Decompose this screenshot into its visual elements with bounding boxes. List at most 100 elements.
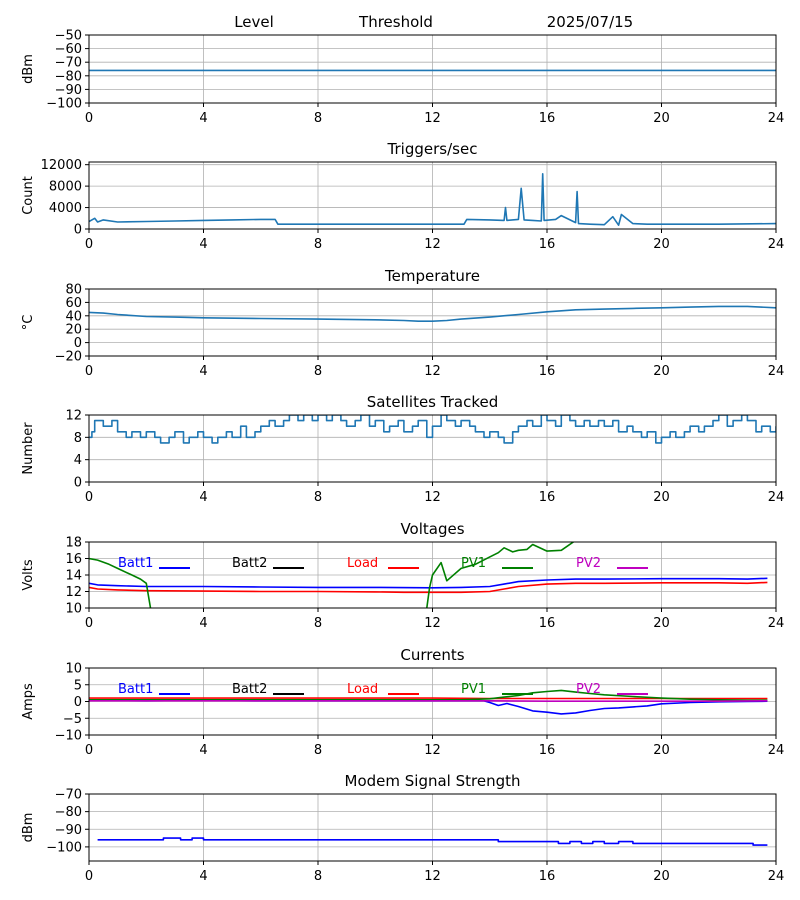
y-tick-label: −70 (55, 56, 82, 71)
y-axis-label: Number (21, 422, 36, 475)
x-tick-label: 16 (539, 364, 556, 379)
x-tick-label: 12 (424, 364, 441, 379)
header-level-label: Level (234, 13, 274, 31)
y-tick-label: 12 (65, 409, 82, 424)
series-line-main (89, 173, 776, 226)
x-tick-label: 20 (653, 237, 670, 252)
y-tick-label: 10 (65, 662, 82, 677)
x-tick-label: 0 (85, 111, 93, 126)
chart-title: Satellites Tracked (367, 393, 498, 411)
x-tick-label: 12 (424, 237, 441, 252)
chart-title: Modem Signal Strength (345, 772, 521, 790)
x-tick-label: 24 (768, 490, 785, 505)
y-tick-label: 12 (65, 585, 82, 600)
x-tick-label: 16 (539, 616, 556, 631)
chart-title: Temperature (384, 267, 480, 285)
x-tick-label: 20 (653, 869, 670, 884)
legend-label: PV2 (576, 556, 601, 571)
y-tick-label: −100 (46, 840, 82, 855)
y-tick-label: −90 (55, 83, 82, 98)
x-tick-label: 0 (85, 490, 93, 505)
chart-title: Voltages (400, 520, 464, 538)
chart-panel-2: 0 4 8 12 16 20 24 0 4000 8000 12000 Count Triggers/s… (21, 140, 784, 252)
x-tick-label: 8 (314, 490, 322, 505)
x-tick-label: 12 (424, 111, 441, 126)
y-tick-label: 20 (65, 323, 82, 338)
y-tick-label: 16 (65, 552, 82, 567)
legend-label: Batt1 (118, 556, 153, 571)
y-tick-label: −80 (55, 805, 82, 820)
y-tick-label: 18 (65, 536, 82, 551)
series-line-load (89, 581, 768, 594)
y-axis-label: Volts (21, 559, 36, 591)
series-line-batt1 (89, 577, 768, 589)
y-axis-label: dBm (21, 813, 36, 843)
y-tick-label: 0 (74, 223, 82, 238)
y-tick-label: 60 (65, 296, 82, 311)
y-tick-label: −60 (55, 42, 82, 57)
y-tick-label: 5 (74, 678, 82, 693)
x-tick-label: 4 (199, 490, 207, 505)
x-tick-label: 16 (539, 490, 556, 505)
x-tick-label: 0 (85, 869, 93, 884)
chart-panel-6: Batt1 Batt2 Load PV1 PV2 0 4 8 12 16 20 24 −10 −5 0 510… (21, 646, 784, 758)
x-tick-label: 0 (85, 616, 93, 631)
chart-title: Triggers/sec (387, 140, 478, 158)
y-tick-label: 0 (74, 476, 82, 491)
series-line-main (89, 415, 776, 444)
x-tick-label: 4 (199, 364, 207, 379)
x-tick-label: 24 (768, 869, 785, 884)
x-tick-label: 16 (539, 869, 556, 884)
x-tick-label: 8 (314, 743, 322, 758)
y-tick-label: −50 (55, 29, 82, 44)
x-tick-label: 16 (539, 743, 556, 758)
chart-panel-1: 0 4 8 12 16 20 24 −100−90−80−70−60−50 dBm (21, 29, 784, 127)
legend-label: PV1 (461, 556, 486, 571)
x-tick-label: 4 (199, 743, 207, 758)
x-tick-label: 20 (653, 743, 670, 758)
y-tick-label: −5 (63, 712, 82, 727)
legend-label: Load (347, 682, 378, 697)
x-tick-label: 24 (768, 743, 785, 758)
x-tick-label: 20 (653, 364, 670, 379)
x-tick-label: 8 (314, 111, 322, 126)
x-tick-label: 4 (199, 237, 207, 252)
series-line-main (89, 305, 776, 322)
x-tick-label: 24 (768, 364, 785, 379)
chart-title: Currents (400, 646, 464, 664)
x-tick-label: 8 (314, 869, 322, 884)
x-tick-label: 8 (314, 616, 322, 631)
y-tick-label: −70 (55, 788, 82, 803)
series-line-batt1 (89, 699, 768, 715)
header-threshold-label: Threshold (358, 13, 433, 31)
chart-panel-7: 0 4 8 12 16 20 24 −100 −90 −80 −70 dBm Modem Signal … (21, 772, 784, 884)
y-tick-label: −90 (55, 823, 82, 838)
legend-label: PV2 (576, 682, 601, 697)
y-tick-label: 8 (74, 431, 82, 446)
y-tick-label: 4000 (49, 201, 82, 216)
x-tick-label: 12 (424, 490, 441, 505)
x-tick-label: 12 (424, 743, 441, 758)
legend-label: Batt1 (118, 682, 153, 697)
x-tick-label: 12 (424, 616, 441, 631)
y-tick-label: 8000 (49, 180, 82, 195)
x-tick-label: 20 (653, 111, 670, 126)
y-tick-label: 14 (65, 569, 82, 584)
legend-label: PV1 (461, 682, 486, 697)
y-tick-label: −100 (46, 97, 82, 112)
x-tick-label: 24 (768, 616, 785, 631)
x-tick-label: 8 (314, 364, 322, 379)
x-tick-label: 12 (424, 869, 441, 884)
y-axis-label: Count (21, 176, 36, 215)
series-line-pv1 (89, 542, 575, 608)
x-tick-label: 16 (539, 237, 556, 252)
y-tick-label: 4 (74, 453, 82, 468)
x-tick-label: 4 (199, 111, 207, 126)
x-tick-label: 8 (314, 237, 322, 252)
legend-label: Load (347, 556, 378, 571)
y-tick-label: 12000 (41, 158, 82, 173)
x-tick-label: 4 (199, 616, 207, 631)
